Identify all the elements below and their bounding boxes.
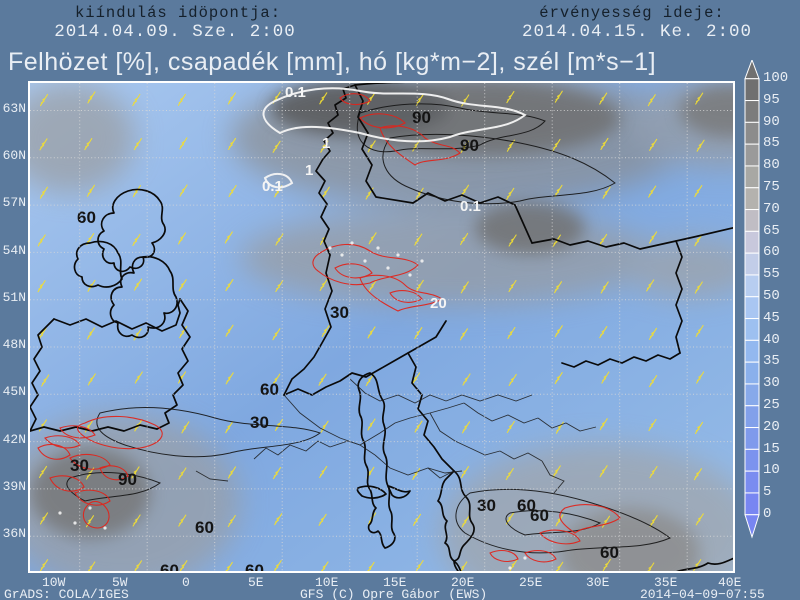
svg-text:60: 60 (517, 496, 536, 515)
svg-text:30: 30 (250, 413, 269, 432)
svg-text:0.1: 0.1 (262, 178, 283, 195)
svg-text:0.1: 0.1 (460, 198, 481, 215)
svg-text:1: 1 (322, 135, 330, 152)
svg-text:90: 90 (460, 136, 479, 155)
svg-text:30: 30 (330, 303, 349, 322)
svg-text:60: 60 (77, 208, 96, 227)
svg-text:1: 1 (305, 162, 313, 179)
svg-text:60: 60 (600, 543, 619, 562)
svg-text:90: 90 (118, 470, 137, 489)
svg-text:20: 20 (430, 295, 447, 312)
svg-text:60: 60 (160, 561, 179, 573)
svg-text:60: 60 (245, 561, 264, 573)
svg-text:60: 60 (195, 518, 214, 537)
svg-text:30: 30 (70, 456, 89, 475)
svg-text:60: 60 (260, 380, 279, 399)
svg-text:30: 30 (477, 496, 496, 515)
svg-text:0.1: 0.1 (285, 84, 306, 101)
